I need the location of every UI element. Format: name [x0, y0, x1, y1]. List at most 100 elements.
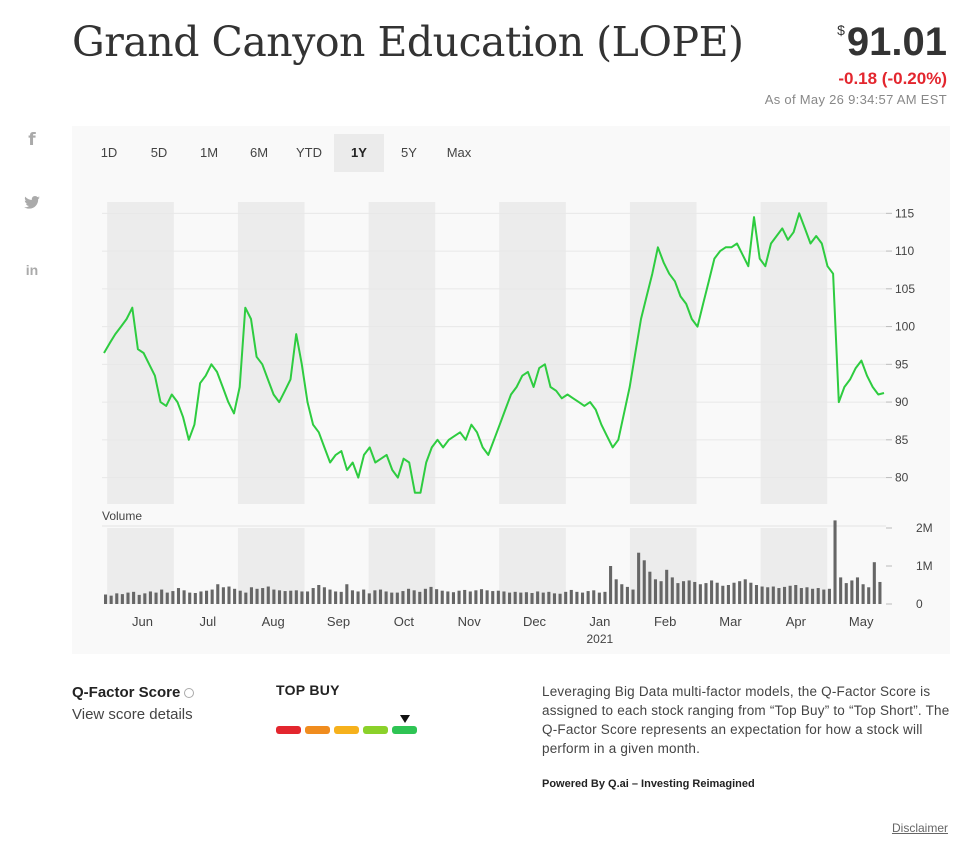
- volume-bar: [524, 592, 528, 604]
- volume-bar: [132, 591, 136, 604]
- volume-bar: [569, 589, 573, 604]
- disclaimer-link[interactable]: Disclaimer: [891, 821, 948, 835]
- volume-bar: [732, 582, 736, 604]
- volume-bar: [255, 588, 259, 604]
- volume-bar: [120, 594, 124, 604]
- volume-bar: [558, 593, 562, 604]
- volume-bar: [609, 566, 613, 604]
- tab-6m[interactable]: 6M: [249, 145, 269, 160]
- volume-bar: [435, 589, 439, 604]
- volume-month-band: [760, 528, 828, 604]
- volume-month-band: [629, 528, 697, 604]
- volume-bar: [345, 584, 349, 604]
- volume-bar: [665, 569, 669, 604]
- volume-bar: [833, 520, 837, 604]
- view-score-details-link[interactable]: View score details: [72, 706, 193, 723]
- rating-label: TOP BUY: [276, 682, 340, 698]
- month-label: Jun: [132, 614, 153, 629]
- tab-5y[interactable]: 5Y: [401, 145, 417, 160]
- range-tabs: 1D 5D 1M 6M YTD 1Y 5Y Max: [84, 134, 484, 172]
- volume-bar: [642, 560, 646, 604]
- month-label: Nov: [458, 614, 482, 629]
- volume-bar: [861, 584, 865, 604]
- volume-bar: [519, 592, 523, 604]
- volume-bar: [811, 588, 815, 604]
- powered-by: Powered By Q.ai – Investing Reimagined: [542, 778, 755, 790]
- volume-bar: [659, 581, 663, 604]
- volume-bar: [289, 590, 293, 604]
- volume-bar: [794, 585, 798, 604]
- tab-1m[interactable]: 1M: [199, 145, 219, 160]
- volume-bar: [115, 593, 119, 604]
- volume-bar: [878, 581, 882, 604]
- volume-bar: [805, 587, 809, 604]
- tab-1y[interactable]: 1Y: [334, 134, 384, 172]
- volume-bar: [182, 590, 186, 604]
- volume-bar: [872, 562, 876, 604]
- volume-bar: [603, 591, 607, 604]
- rating-marker-icon: [399, 715, 410, 723]
- linkedin-icon: in: [25, 262, 39, 278]
- volume-bar: [839, 577, 843, 604]
- volume-bar: [407, 588, 411, 604]
- linkedin-share-button[interactable]: in: [22, 262, 42, 280]
- volume-bar: [126, 592, 130, 604]
- volume-bar: [261, 588, 265, 604]
- price: $91.01: [765, 20, 947, 65]
- tab-1d[interactable]: 1D: [100, 145, 118, 160]
- volume-bar: [423, 588, 427, 604]
- volume-bar: [334, 591, 338, 604]
- volume-bar: [541, 592, 545, 604]
- volume-bar: [143, 593, 147, 604]
- month-label: Apr: [786, 614, 807, 629]
- volume-bar: [412, 590, 416, 604]
- tab-max[interactable]: Max: [446, 145, 472, 160]
- volume-bar: [350, 590, 354, 604]
- volume-bar: [547, 591, 551, 604]
- q-factor-description: Leveraging Big Data multi-factor models,…: [542, 684, 950, 756]
- volume-bar: [788, 585, 792, 604]
- twitter-icon: [24, 196, 40, 209]
- rating-segment: [305, 726, 330, 734]
- volume-bar: [154, 592, 158, 604]
- month-band: [629, 202, 697, 504]
- facebook-icon: f: [28, 130, 36, 150]
- currency-symbol: $: [837, 22, 845, 38]
- volume-bar: [160, 589, 164, 604]
- month-label: May: [849, 614, 874, 629]
- volume-bar: [378, 589, 383, 604]
- volume-bar: [479, 589, 484, 604]
- volume-bar: [249, 587, 253, 604]
- volume-bar: [575, 591, 579, 604]
- volume-bar: [681, 581, 686, 604]
- tab-5d[interactable]: 5D: [150, 145, 168, 160]
- volume-bar: [446, 591, 450, 604]
- price-tick-label: 110: [895, 244, 914, 258]
- volume-bar: [620, 584, 624, 604]
- month-label: Jan: [589, 614, 610, 629]
- volume-bar: [244, 592, 248, 604]
- volume-bar: [580, 592, 585, 604]
- volume-bar: [698, 584, 702, 604]
- volume-bar: [597, 592, 601, 604]
- rating-segment: [363, 726, 388, 734]
- volume-bar: [502, 591, 506, 604]
- volume-month-band: [237, 528, 305, 604]
- stock-chart-panel: 80 85 90 95 100 105 110 115 0 1M 2M Volume Jun Jul Aug…: [72, 126, 950, 654]
- volume-bar: [653, 579, 658, 604]
- volume-bar: [508, 592, 512, 604]
- tab-ytd[interactable]: YTD: [296, 145, 322, 160]
- twitter-share-button[interactable]: [22, 196, 42, 209]
- volume-bar: [491, 591, 495, 604]
- volume-bar: [771, 586, 775, 604]
- volume-bar: [552, 593, 557, 604]
- volume-bar: [148, 591, 152, 604]
- volume-bar: [822, 589, 826, 604]
- volume-bar: [754, 585, 759, 604]
- price-value: 91.01: [846, 20, 947, 64]
- facebook-share-button[interactable]: f: [22, 130, 42, 150]
- volume-bar: [625, 586, 629, 604]
- info-icon[interactable]: [184, 688, 195, 699]
- volume-bar: [816, 588, 820, 604]
- volume-bar: [401, 591, 405, 604]
